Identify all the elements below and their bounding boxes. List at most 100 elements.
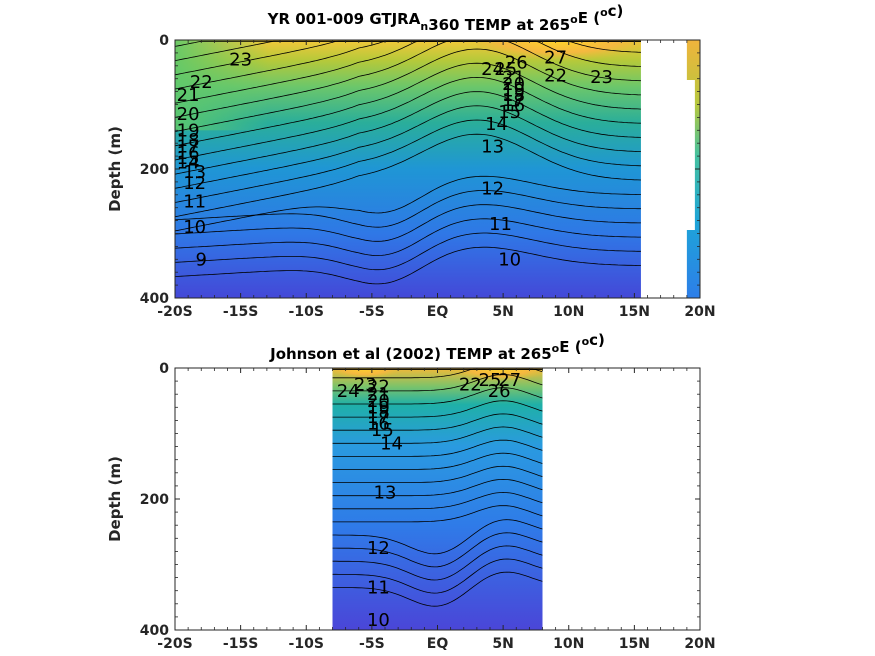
- contour-label: 25: [479, 370, 502, 391]
- contour-label: 13: [183, 162, 206, 183]
- warm-pool-south: [332, 368, 399, 386]
- contour-label: 23: [590, 67, 613, 88]
- isotherm: [332, 505, 543, 523]
- isotherm: [175, 62, 641, 147]
- contour-label: 19: [367, 397, 390, 418]
- contour-label: 27: [544, 47, 567, 68]
- warm-pool: [476, 40, 641, 75]
- contour-label: 16: [367, 414, 390, 435]
- isotherm: [332, 387, 543, 405]
- title-part: o: [582, 335, 590, 348]
- x-tick-label: -10S: [289, 304, 324, 320]
- isotherm: [175, 232, 641, 271]
- temperature-field: [332, 368, 543, 630]
- contour-label: 20: [502, 74, 525, 95]
- contour-label: 15: [498, 102, 521, 123]
- contour-label: 14: [485, 114, 508, 135]
- contour-label: 17: [367, 407, 390, 428]
- title-part: YR 001-009 GTJRA: [267, 10, 421, 28]
- contour-label: 11: [183, 191, 206, 212]
- contour-label: 16: [177, 143, 200, 164]
- x-tick-label: 20N: [684, 304, 715, 320]
- x-tick-label: 20N: [684, 636, 715, 652]
- isotherm: [332, 465, 543, 483]
- y-axis-label-top: Depth (m): [106, 126, 124, 212]
- x-tick-label: -5S: [359, 304, 385, 320]
- contour-lines-top: [175, 40, 641, 285]
- isotherm: [175, 76, 641, 161]
- contour-label: 14: [177, 153, 200, 174]
- title-part: 360 TEMP at 265: [428, 16, 570, 34]
- x-tick-label: -15S: [223, 636, 258, 652]
- isotherm: [332, 368, 543, 379]
- isotherm: [175, 119, 641, 203]
- isotherm: [332, 374, 543, 392]
- contour-label: 10: [183, 217, 206, 238]
- x-tick-label: -10S: [289, 636, 324, 652]
- isotherm: [332, 571, 543, 607]
- x-tick-label: 5N: [492, 304, 513, 320]
- contour-label: 24: [481, 59, 504, 80]
- contour-label: 9: [196, 249, 207, 270]
- contour-label: 18: [502, 85, 525, 106]
- contour-label: 20: [177, 104, 200, 125]
- y-tick-label: 0: [159, 361, 169, 377]
- isotherm: [332, 558, 543, 594]
- y-tick-label: 400: [140, 291, 169, 307]
- isotherm: [175, 175, 641, 232]
- y-tick-label: 200: [140, 162, 169, 178]
- contour-label: 14: [380, 433, 403, 454]
- contour-label: 12: [481, 178, 504, 199]
- x-tick-label: 10N: [553, 636, 584, 652]
- contour-label: 24: [337, 381, 360, 402]
- y-tick-label: 400: [140, 623, 169, 639]
- contour-label: 10: [498, 249, 521, 270]
- contour-label: 18: [367, 402, 390, 423]
- contour-label: 16: [502, 95, 525, 116]
- title-bottom: Johnson et al (2002) TEMP at 265oE (oc): [269, 331, 605, 363]
- isotherm: [175, 40, 641, 90]
- contour-label: 17: [502, 90, 525, 111]
- isotherm: [175, 133, 641, 218]
- title-part: E (: [578, 9, 600, 27]
- title-part: n: [420, 20, 428, 33]
- contour-label: 26: [505, 53, 528, 74]
- contour-label: 13: [374, 482, 397, 503]
- contour-label: 15: [371, 420, 394, 441]
- x-tick-label: -20S: [157, 636, 192, 652]
- contour-label: 26: [488, 381, 511, 402]
- contour-label: 25: [494, 59, 517, 80]
- title-part: Johnson et al (2002) TEMP at 265: [269, 345, 552, 363]
- colorbar-gap: [684, 80, 695, 230]
- contour-label: 23: [229, 49, 252, 70]
- isotherm: [332, 426, 543, 444]
- warm-pool: [457, 368, 543, 390]
- contour-label: 11: [367, 577, 390, 598]
- isotherm: [332, 491, 543, 510]
- axis-ticks-bottom: -20S -15S -10S -5S EQ 5N 10N 15N 20N 0 200 400: [140, 361, 716, 652]
- isotherm: [332, 532, 543, 568]
- x-tick-label: 15N: [619, 636, 650, 652]
- axis-ticks-top: -20S -15S -10S -5S EQ 5N 10N 15N 20N 0 200 400: [140, 33, 716, 320]
- contour-label: 15: [177, 148, 200, 169]
- isotherm: [175, 218, 641, 256]
- contour-label: 11: [489, 214, 512, 235]
- x-tick-label: -15S: [223, 304, 258, 320]
- isotherm: [175, 105, 641, 189]
- contour-label: 23: [354, 374, 377, 395]
- isotherm: [175, 91, 641, 175]
- title-part: c): [608, 2, 624, 20]
- isotherm: [175, 189, 641, 228]
- title-part: E (: [559, 338, 581, 356]
- contour-label: 22: [459, 374, 482, 395]
- isotherm: [332, 478, 543, 497]
- contour-label: 27: [498, 370, 521, 391]
- x-tick-label: 5N: [492, 636, 513, 652]
- isotherm: [175, 48, 641, 132]
- contour-label: 22: [190, 72, 213, 93]
- x-tick-label: -5S: [359, 636, 385, 652]
- contour-label: 19: [177, 120, 200, 141]
- title-part: o: [600, 6, 608, 19]
- contour-label: 21: [177, 85, 200, 106]
